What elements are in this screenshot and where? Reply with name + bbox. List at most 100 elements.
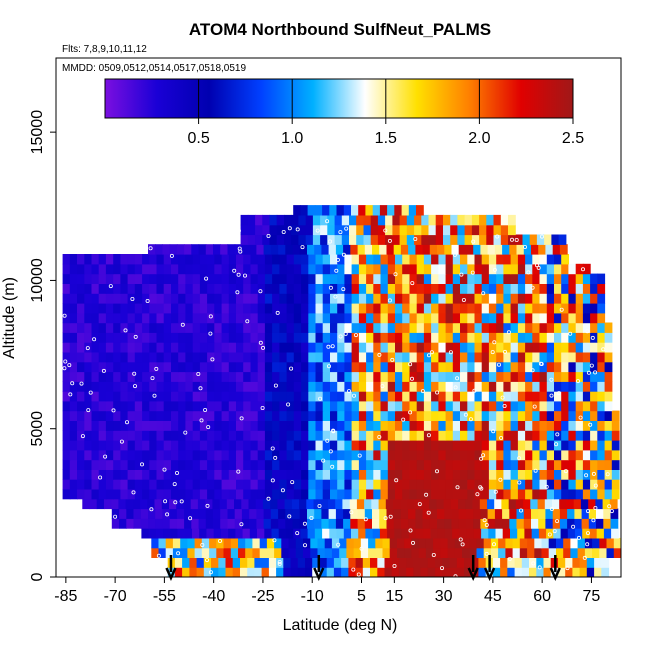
heatmap-cell <box>402 371 410 382</box>
heatmap-cell <box>221 488 230 500</box>
heatmap-cell <box>185 332 194 343</box>
heatmap-cell <box>474 254 483 265</box>
heatmap-cell <box>380 440 389 451</box>
heatmap-cell <box>409 312 418 324</box>
heatmap-cell <box>339 547 347 558</box>
heatmap-cell <box>333 567 342 577</box>
sample-dot <box>479 456 484 461</box>
heatmap-cell <box>395 273 403 284</box>
heatmap-cell <box>568 449 577 461</box>
heatmap-cell <box>539 449 548 461</box>
heatmap-cell <box>264 430 273 441</box>
heatmap-cell <box>599 547 608 558</box>
heatmap-cell <box>127 459 136 470</box>
heatmap-cell <box>178 342 186 353</box>
heatmap-cell <box>171 430 179 441</box>
heatmap-cell <box>431 293 439 304</box>
heatmap-cell <box>537 498 546 510</box>
heatmap-cell <box>279 410 288 421</box>
heatmap-cell <box>456 557 465 568</box>
heatmap-cell <box>301 254 309 265</box>
heatmap-cell <box>517 371 526 382</box>
heatmap-cell <box>127 332 136 343</box>
heatmap-cell <box>221 332 230 343</box>
heatmap-cell <box>431 391 439 402</box>
heatmap-cell <box>279 440 288 451</box>
heatmap-cell <box>488 322 497 333</box>
heatmap-cell <box>423 371 432 382</box>
sample-dot <box>605 472 610 477</box>
heatmap-cell <box>322 479 331 490</box>
heatmap-cell <box>575 322 584 333</box>
heatmap-cell <box>264 440 273 451</box>
heatmap-cell <box>471 234 480 245</box>
heatmap-cell <box>207 371 215 382</box>
heatmap-cell <box>397 537 405 549</box>
sample-dot <box>565 566 570 571</box>
heatmap-cell <box>184 244 192 255</box>
heatmap-cell <box>105 332 114 343</box>
sample-dot <box>206 425 211 430</box>
heatmap-cell <box>525 420 533 431</box>
sample-dot <box>555 432 560 437</box>
heatmap-cell <box>171 449 179 461</box>
heatmap-cell <box>192 449 201 461</box>
heatmap-cell <box>460 332 468 343</box>
heatmap-cell <box>149 410 158 421</box>
heatmap-cell <box>416 293 425 304</box>
heatmap-cell <box>554 469 562 480</box>
heatmap-cell <box>327 214 336 226</box>
heatmap-cell <box>301 479 309 490</box>
heatmap-cell <box>178 410 186 421</box>
heatmap-cell <box>315 312 324 324</box>
heatmap-cell <box>402 303 410 314</box>
heatmap-cell <box>171 312 179 324</box>
heatmap-cell <box>364 498 372 510</box>
heatmap-cell <box>344 273 353 284</box>
heatmap-cell <box>62 420 71 431</box>
heatmap-cell <box>377 214 386 226</box>
heatmap-cell <box>486 234 495 245</box>
heatmap-cell <box>573 498 582 510</box>
heatmap-cell <box>425 537 434 549</box>
heatmap-cell <box>187 547 196 558</box>
heatmap-cell <box>163 332 172 343</box>
heatmap-cell <box>330 312 338 324</box>
heatmap-cell <box>322 488 331 500</box>
heatmap-cell <box>98 488 107 500</box>
heatmap-cell <box>84 293 93 304</box>
heatmap-cell <box>467 322 476 333</box>
heatmap-cell <box>185 254 194 265</box>
heatmap-cell <box>505 547 514 558</box>
y-tick-label: 15000 <box>29 110 46 155</box>
heatmap-cell <box>221 283 230 294</box>
heatmap-cell <box>416 430 425 441</box>
heatmap-cell <box>554 410 562 421</box>
heatmap-cell <box>568 420 577 431</box>
heatmap-cell <box>171 469 179 480</box>
heatmap-cell <box>517 293 526 304</box>
heatmap-cell <box>344 303 353 314</box>
heatmap-cell <box>387 449 396 461</box>
heatmap-cell <box>395 322 403 333</box>
heatmap-cell <box>554 273 562 284</box>
heatmap-cell <box>509 244 518 255</box>
heatmap-cell <box>503 459 512 470</box>
heatmap-cell <box>69 391 78 402</box>
sample-dot <box>463 412 468 417</box>
heatmap-cell <box>389 537 398 549</box>
heatmap-cell <box>357 518 366 529</box>
heatmap-cell <box>263 244 272 255</box>
heatmap-cell <box>373 459 382 470</box>
heatmap-cell <box>416 449 425 461</box>
y-axis-label: Altitude (m) <box>1 277 18 359</box>
heatmap-cell <box>532 391 541 402</box>
heatmap-cell <box>380 342 389 353</box>
heatmap-cell <box>362 557 371 568</box>
heatmap-cell <box>337 263 345 275</box>
heatmap-cell <box>335 518 344 529</box>
heatmap-cell <box>156 293 165 304</box>
heatmap-cell <box>400 498 409 510</box>
heatmap-cell <box>460 430 468 441</box>
heatmap-cell <box>546 469 555 480</box>
